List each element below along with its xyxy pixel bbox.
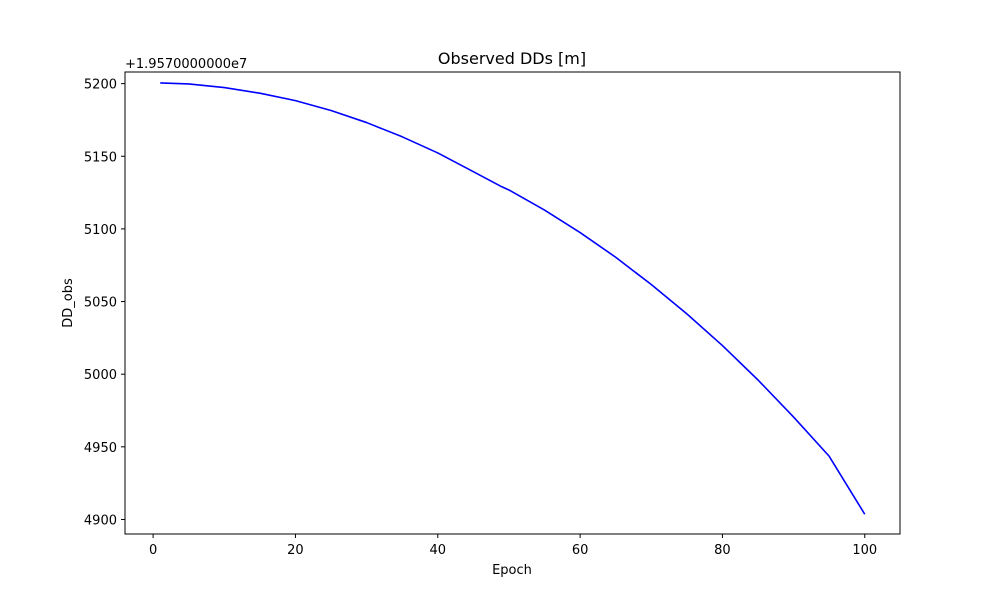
x-tick-label: 100 — [852, 543, 877, 558]
y-axis-label: DD_obs — [61, 278, 76, 328]
series-line — [160, 82, 866, 515]
x-tick-label: 40 — [430, 543, 447, 558]
y-tick-label: 5000 — [84, 368, 117, 383]
y-tick-label: 5050 — [84, 296, 117, 311]
y-tick-label: 4950 — [84, 441, 117, 456]
y-tick-label: 5200 — [84, 78, 117, 93]
x-tick-label: 80 — [714, 543, 731, 558]
x-tick-label: 60 — [572, 543, 589, 558]
y-tick-label: 4900 — [84, 513, 117, 528]
series-layer — [160, 82, 866, 515]
x-axis-label: Epoch — [492, 563, 532, 578]
x-tick-label: 0 — [149, 543, 157, 558]
y-offset-label: +1.9570000000e7 — [125, 57, 247, 72]
chart-title: Observed DDs [m] — [438, 49, 586, 68]
y-tick-label: 5100 — [84, 223, 117, 238]
y-tick-label: 5150 — [84, 150, 117, 165]
axis-ticks: 0 20 40 60 80 100 4900 4950 5000 5050 5100 5150 5200 — [84, 78, 877, 558]
plot-area-frame — [124, 71, 901, 535]
x-tick-label: 20 — [287, 543, 304, 558]
